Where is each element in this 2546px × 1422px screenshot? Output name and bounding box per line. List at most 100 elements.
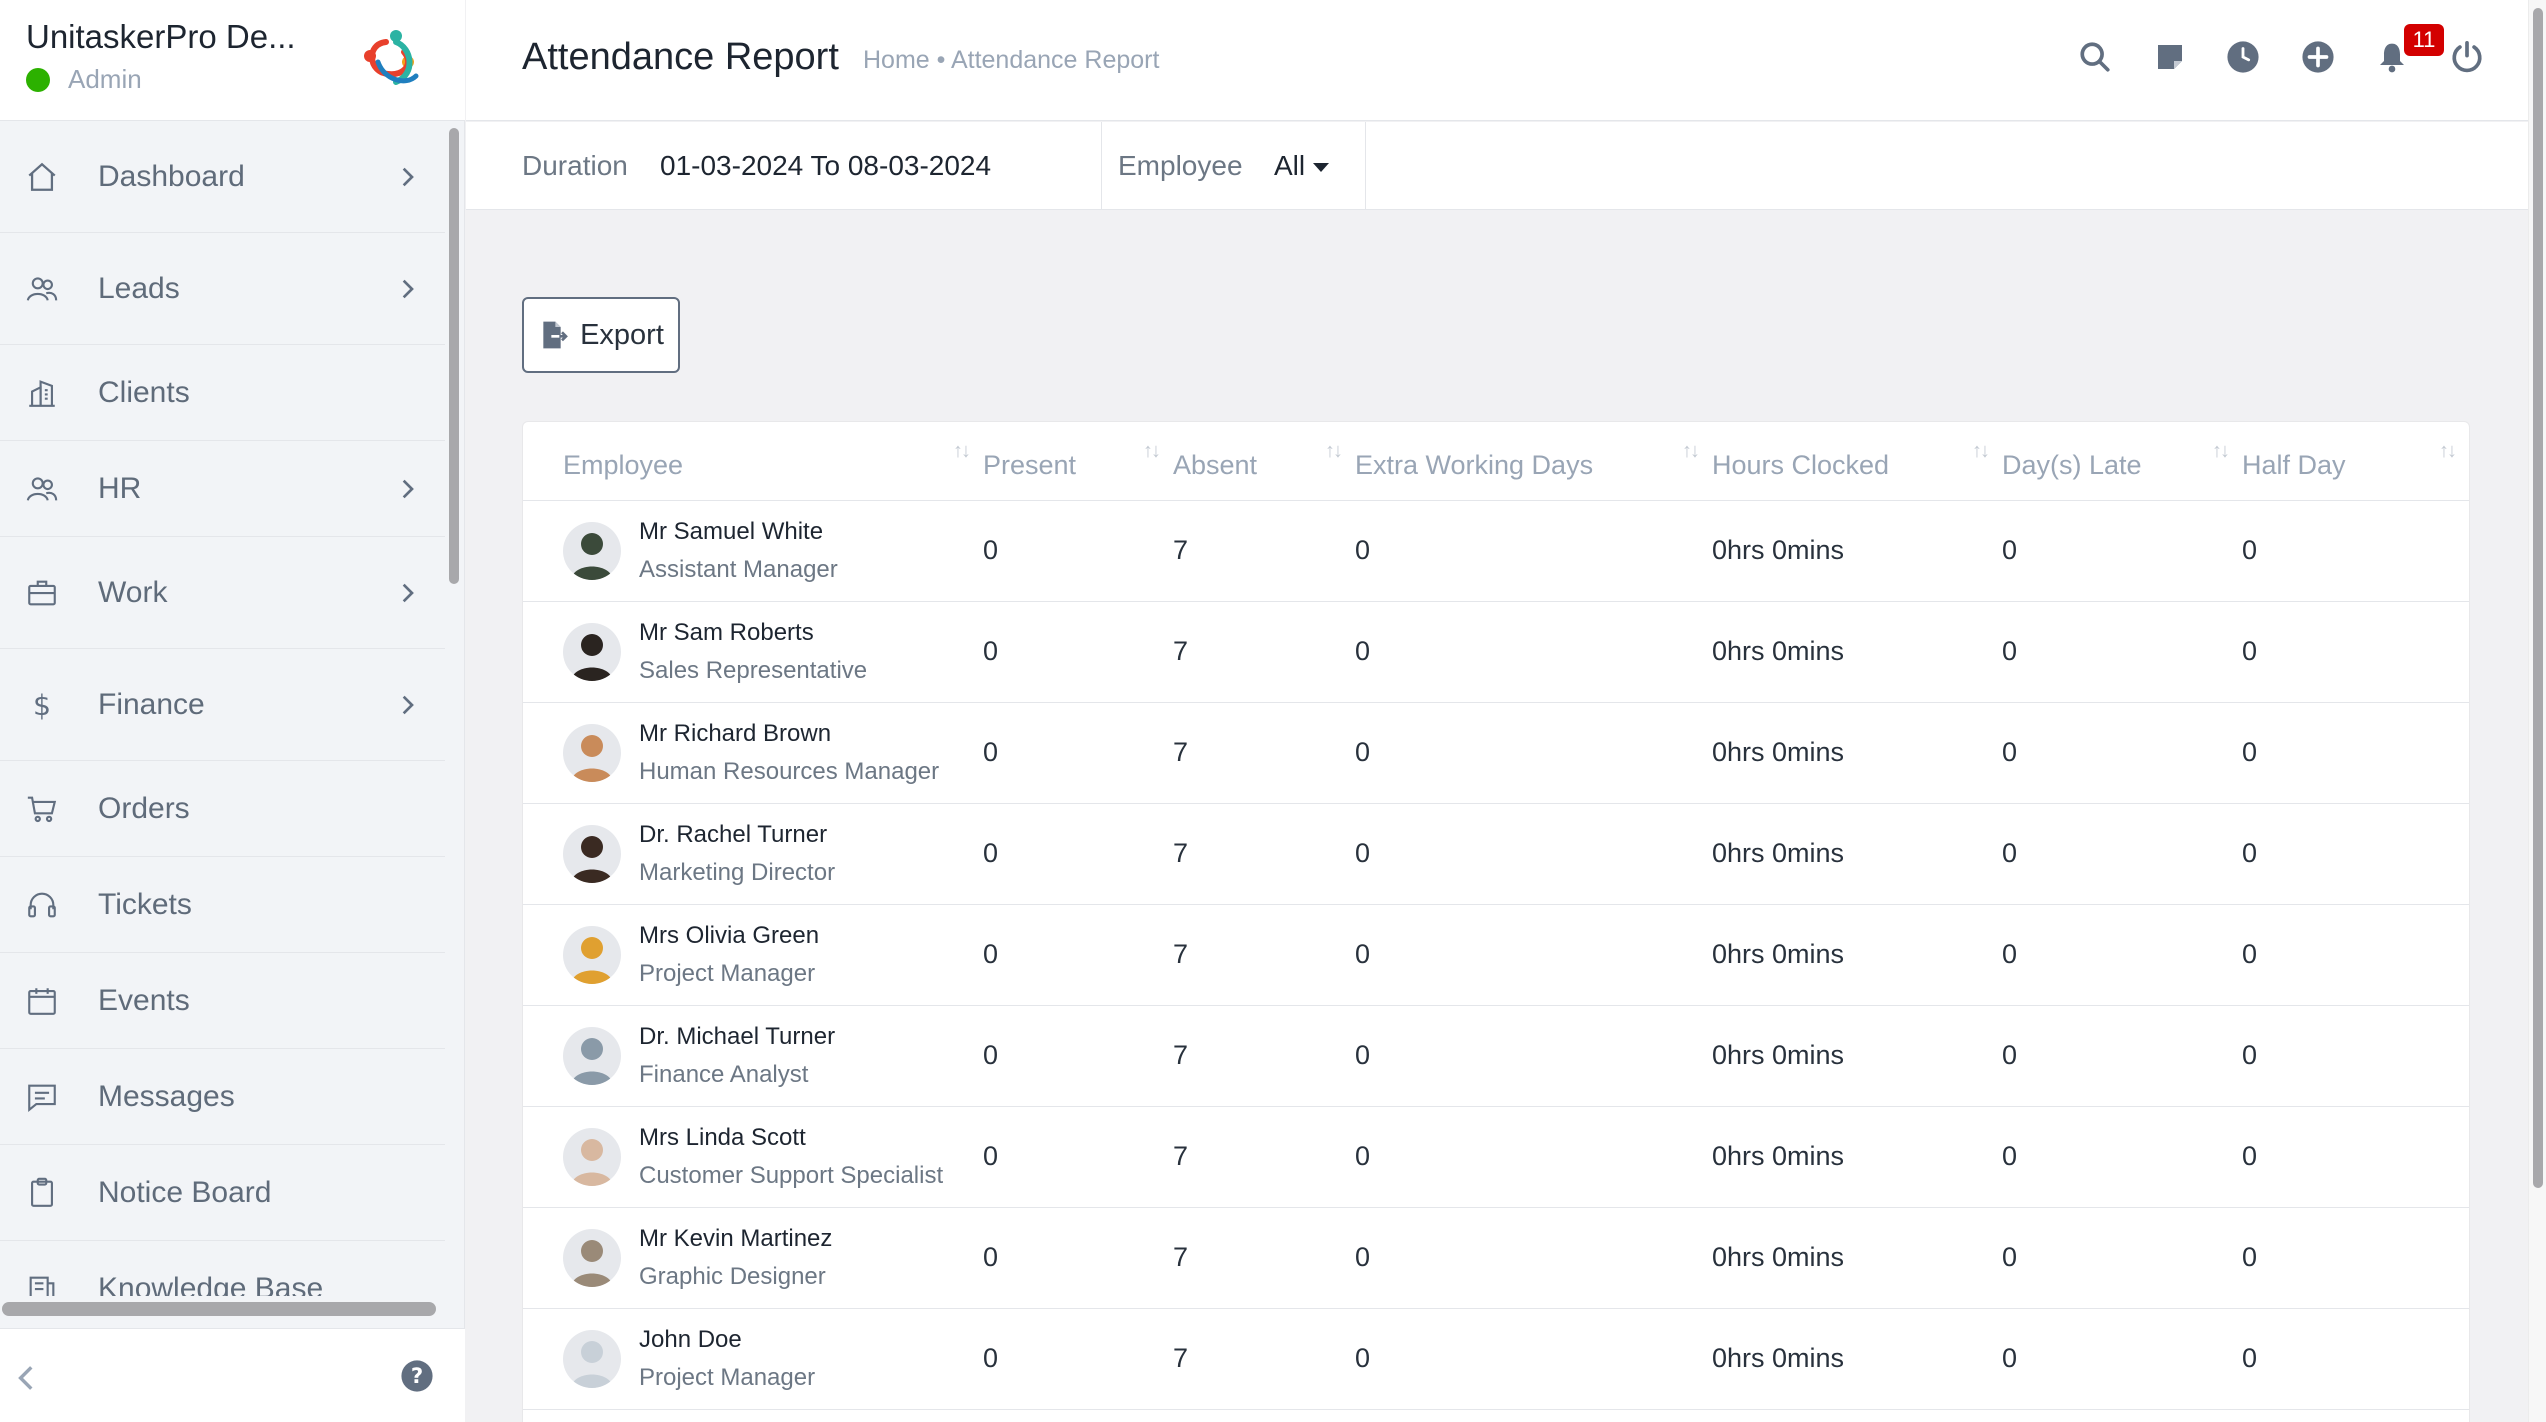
search-icon[interactable] — [2076, 38, 2114, 76]
employee-name[interactable]: Mr Kevin Martinez — [639, 1224, 833, 1252]
svg-text:?: ? — [411, 1364, 423, 1389]
sidebar-item-events[interactable]: Events — [0, 953, 445, 1049]
file-export-icon — [543, 321, 568, 349]
cell-extra: 0 — [1355, 803, 1712, 905]
sidebar-item-messages[interactable]: Messages — [0, 1049, 445, 1145]
sidebar-item-label: Notice Board — [98, 1175, 272, 1209]
employee-info[interactable]: Mr Richard Brown Human Resources Manager — [563, 715, 983, 791]
employee-info[interactable]: John Doe Project Manager — [563, 1321, 983, 1397]
sidebar-item-orders[interactable]: Orders — [0, 761, 445, 857]
cell-present: 0 — [983, 500, 1173, 602]
employee-name[interactable]: Mrs Olivia Green — [639, 921, 820, 949]
duration-filter[interactable]: Duration 01-03-2024 To 08-03-2024 — [466, 122, 1102, 210]
column-header-label: Absent — [1173, 450, 1258, 481]
employee-info[interactable]: Mr Samuel White Assistant Manager — [563, 513, 983, 589]
avatar[interactable] — [563, 521, 621, 580]
sort-icon[interactable]: ↑↓ — [1325, 440, 1343, 462]
column-header-days-late[interactable]: Day(s) Late ↑↓ — [2002, 422, 2242, 501]
column-header-present[interactable]: Present ↑↓ — [983, 422, 1173, 501]
cell-half: 0 — [2242, 904, 2469, 1006]
column-header-hours-clocked[interactable]: Hours Clocked ↑↓ — [1712, 422, 2002, 501]
avatar[interactable] — [563, 1026, 621, 1085]
sort-icon[interactable]: ↑↓ — [2439, 440, 2457, 462]
cell-hours: 0hrs 0mins — [1712, 601, 2002, 703]
table-row[interactable]: Mr Sam Roberts Sales Representative 0 7 0 0hr… — [523, 601, 2469, 703]
cell-present: 0 — [983, 1308, 1173, 1410]
table-row[interactable]: Mr Richard Brown Human Resources Manager 0… — [523, 702, 2469, 804]
svg-text:$: $ — [33, 688, 51, 721]
employee-info[interactable]: Mr Sam Roberts Sales Representative — [563, 614, 983, 690]
employee-name[interactable]: Mr Samuel White — [639, 517, 824, 545]
sidebar-item-work[interactable]: Work — [0, 537, 445, 649]
avatar[interactable] — [563, 1329, 621, 1388]
brand-header[interactable]: UnitaskerPro De... Admin — [0, 0, 465, 121]
sidebar-item-notice-board[interactable]: Notice Board — [0, 1145, 445, 1241]
help-icon[interactable]: ? — [400, 1359, 434, 1393]
avatar[interactable] — [563, 1127, 621, 1186]
sidebar-item-hr[interactable]: HR — [0, 441, 445, 537]
employee-name[interactable]: Dr. Michael Turner — [639, 1022, 836, 1050]
plus-circle-icon[interactable] — [2299, 38, 2337, 76]
table-row[interactable]: Dr. Rachel Turner Marketing Director 0 7 0 0h… — [523, 803, 2469, 905]
table-row[interactable]: Mrs Linda Scott Customer Support Speciali… — [523, 1106, 2469, 1208]
employee-info[interactable]: Dr. Michael Turner Finance Analyst — [563, 1018, 983, 1094]
breadcrumb[interactable]: Home • Attendance Report — [863, 46, 1160, 74]
employee-name[interactable]: Mrs Linda Scott — [639, 1123, 806, 1151]
export-button[interactable]: Export — [522, 297, 680, 373]
sidebar-item-leads[interactable]: Leads — [0, 233, 445, 345]
cell-extra: 0 — [1355, 500, 1712, 602]
employee-text: Mr Samuel White Assistant Manager — [639, 513, 838, 589]
online-status-dot — [26, 67, 50, 92]
table-row[interactable]: John Doe Project Manager 0 7 0 0hrs 0mins 0 0 — [523, 1308, 2469, 1410]
employee-info[interactable]: Mrs Olivia Green Project Manager — [563, 917, 983, 993]
employee-select[interactable]: All — [1274, 150, 1330, 182]
table-row[interactable]: Dr. Michael Turner Finance Analyst 0 7 0 0hrs… — [523, 1005, 2469, 1107]
employee-filter[interactable]: Employee All — [1102, 122, 1366, 210]
sidebar-item-tickets[interactable]: Tickets — [0, 857, 445, 953]
avatar[interactable] — [563, 925, 621, 984]
avatar[interactable] — [563, 723, 621, 782]
sort-icon[interactable]: ↑↓ — [953, 440, 971, 462]
employee-info[interactable]: Dr. Rachel Turner Marketing Director — [563, 816, 983, 892]
column-header-extra-working-days[interactable]: Extra Working Days ↑↓ — [1355, 422, 1712, 501]
sort-icon[interactable]: ↑↓ — [1143, 440, 1161, 462]
sidebar-item-finance[interactable]: $ Finance — [0, 649, 445, 761]
sidebar-item-dashboard[interactable]: Dashboard — [0, 121, 445, 233]
page-scrollbar-thumb[interactable] — [2533, 8, 2543, 1188]
sort-icon[interactable]: ↑↓ — [1972, 440, 1990, 462]
avatar[interactable] — [563, 1228, 621, 1287]
column-header-half-day[interactable]: Half Day ↑↓ — [2242, 422, 2469, 501]
sticky-note-icon[interactable] — [2151, 38, 2189, 76]
bell-icon[interactable] — [2373, 38, 2411, 76]
avatar[interactable] — [563, 622, 621, 681]
sidebar-item-label: HR — [98, 471, 142, 505]
cell-late: 0 — [2002, 904, 2242, 1006]
sort-icon[interactable]: ↑↓ — [2212, 440, 2230, 462]
employee-info[interactable]: Mr Kevin Martinez Graphic Designer — [563, 1220, 983, 1296]
column-header-absent[interactable]: Absent ↑↓ — [1173, 422, 1355, 501]
employee-info[interactable]: Mrs Linda Scott Customer Support Speciali… — [563, 1119, 983, 1195]
sort-icon[interactable]: ↑↓ — [1682, 440, 1700, 462]
sidebar-vertical-scrollbar[interactable] — [449, 128, 459, 584]
avatar[interactable] — [563, 824, 621, 883]
column-header-label: Day(s) Late — [2002, 450, 2142, 481]
employee-name[interactable]: Dr. Rachel Turner — [639, 820, 828, 848]
employee-designation: Human Resources Manager — [639, 757, 940, 785]
clock-icon[interactable] — [2224, 38, 2262, 76]
sidebar-item-clients[interactable]: Clients — [0, 345, 445, 441]
column-header-employee[interactable]: Employee ↑↓ — [523, 422, 983, 501]
sidebar-horizontal-scrollbar[interactable] — [2, 1302, 436, 1316]
employee-name[interactable]: John Doe — [639, 1325, 742, 1353]
collapse-sidebar-icon[interactable] — [14, 1363, 40, 1393]
sidebar-item-knowledge-base[interactable]: Knowledge Base — [0, 1241, 445, 1296]
cell-half: 0 — [2242, 803, 2469, 905]
duration-value[interactable]: 01-03-2024 To 08-03-2024 — [660, 150, 992, 181]
employee-name[interactable]: Mr Richard Brown — [639, 719, 832, 747]
table-row[interactable]: Mr Kevin Martinez Graphic Designer 0 7 0 0hrs… — [523, 1207, 2469, 1309]
table-row[interactable]: Mr Samuel White Assistant Manager 0 7 0 0hrs … — [523, 500, 2469, 602]
cell-half: 0 — [2242, 601, 2469, 703]
power-icon[interactable] — [2448, 38, 2486, 76]
page-scrollbar[interactable] — [2528, 0, 2546, 1422]
table-row[interactable]: Mrs Olivia Green Project Manager 0 7 0 0hrs 0… — [523, 904, 2469, 1006]
employee-name[interactable]: Mr Sam Roberts — [639, 618, 814, 646]
